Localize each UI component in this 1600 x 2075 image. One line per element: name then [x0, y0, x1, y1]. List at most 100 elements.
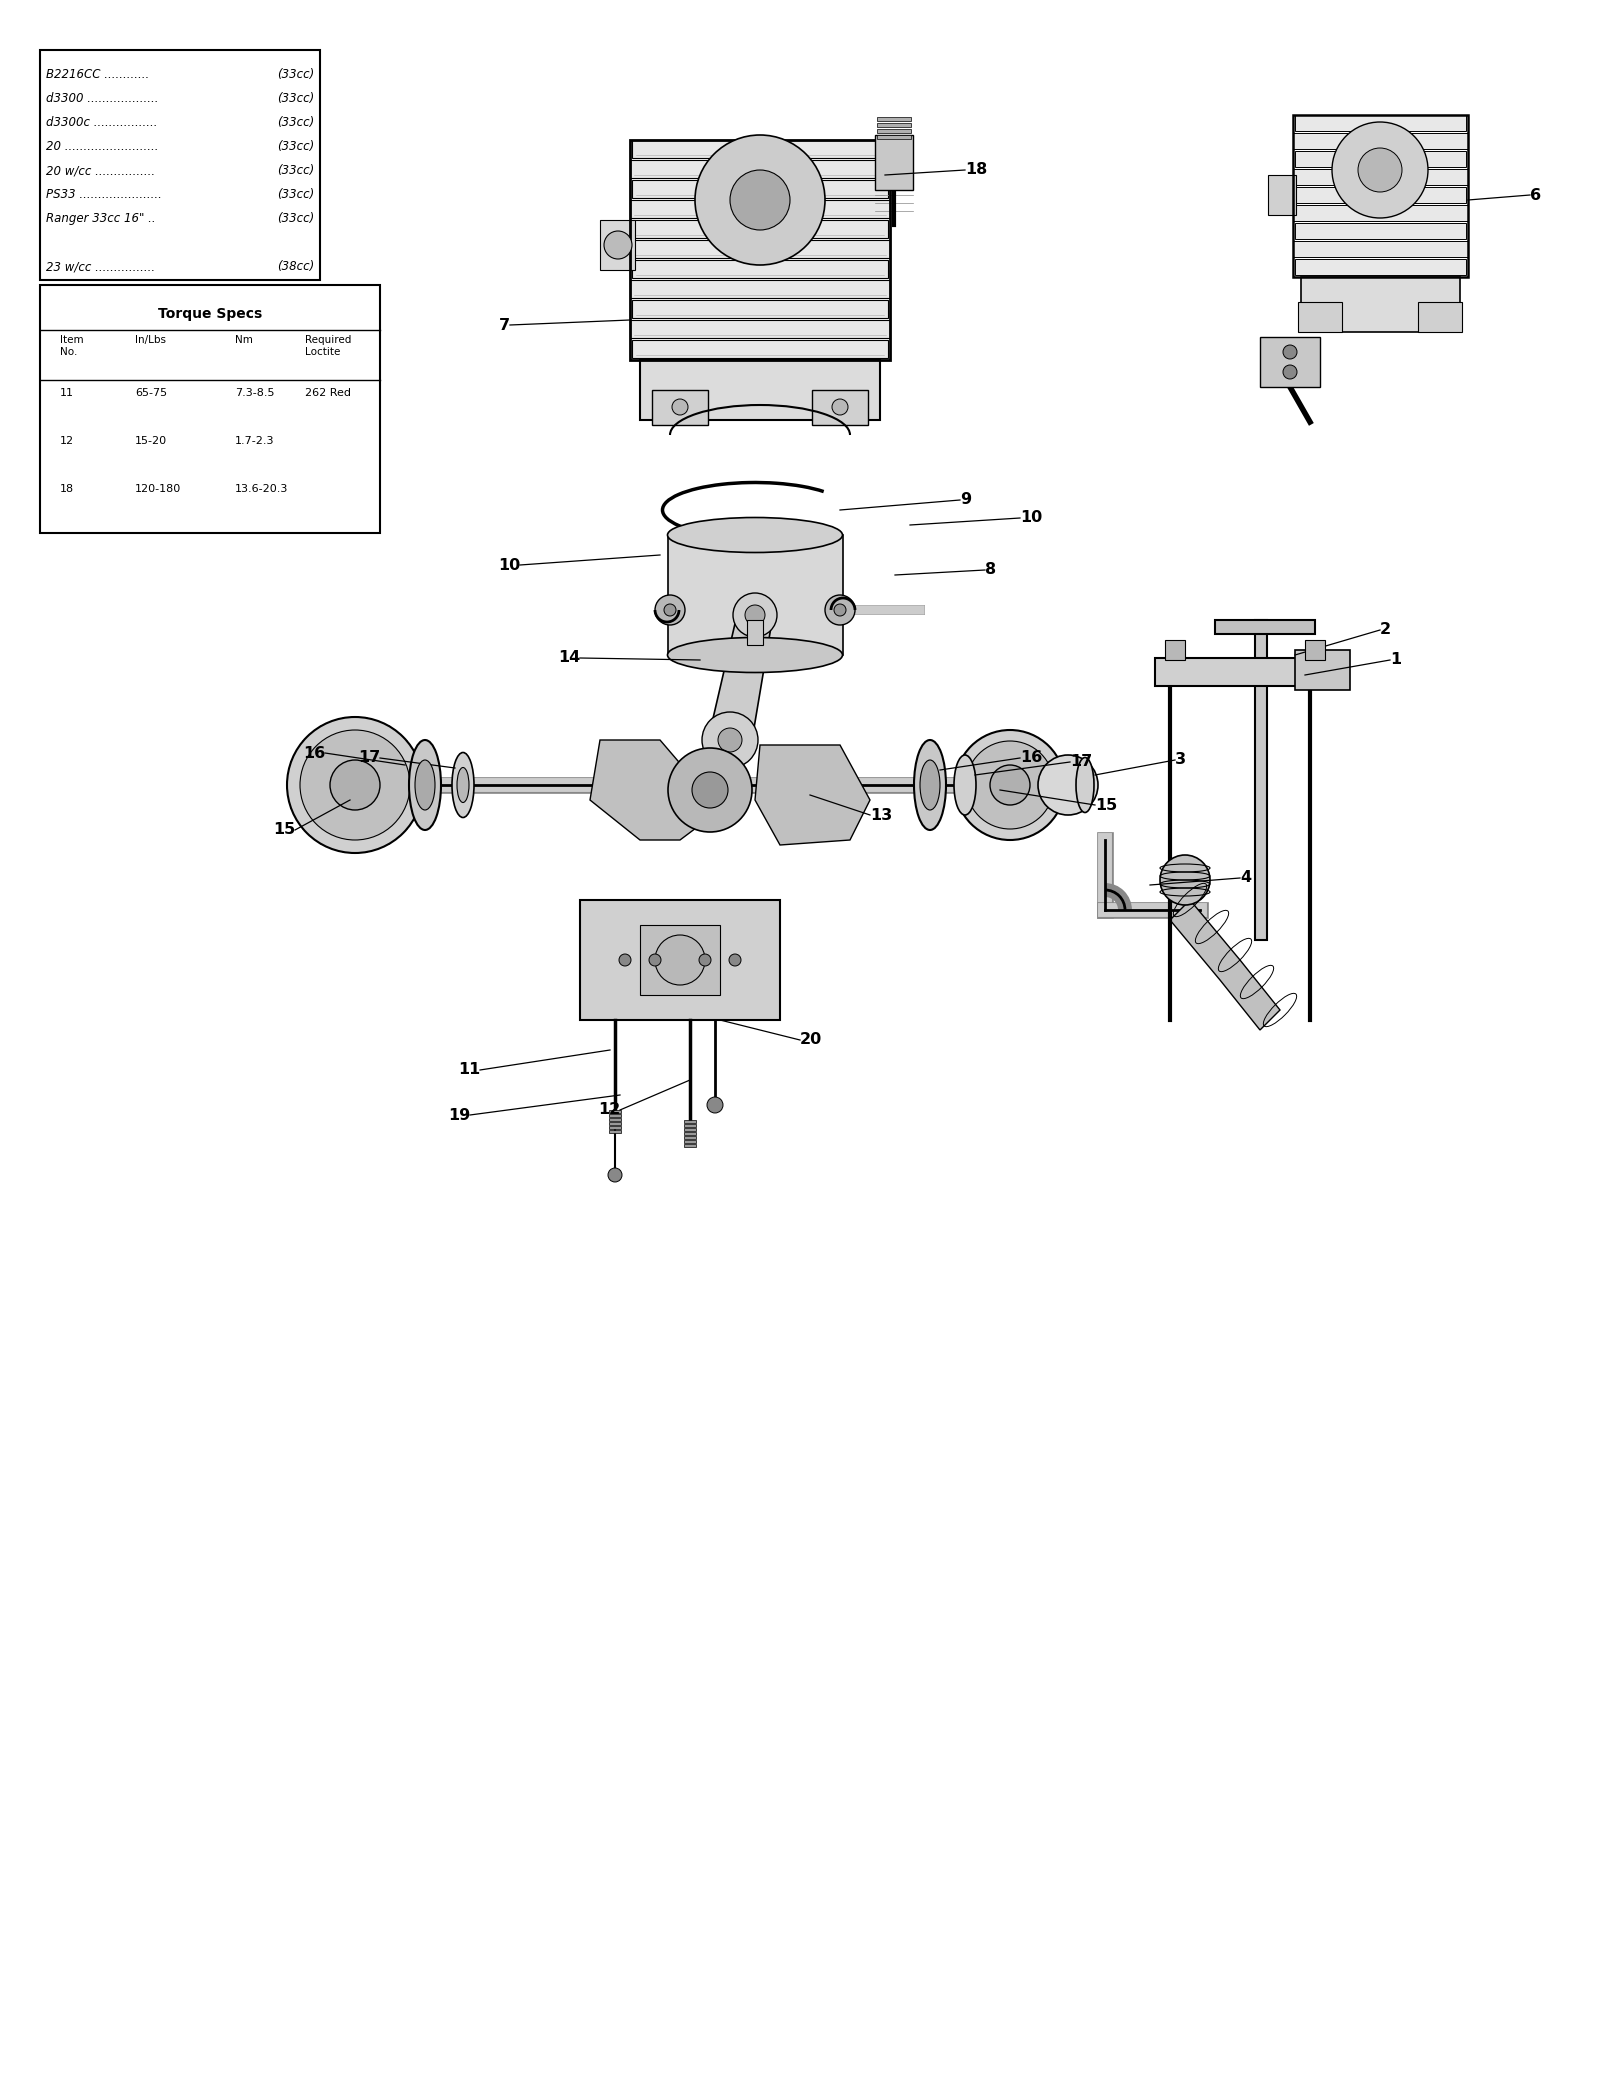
Bar [630, 160, 890, 178]
Circle shape [834, 604, 846, 616]
Bar [1294, 187, 1466, 203]
Text: 2: 2 [1379, 622, 1390, 637]
Bar [1261, 336, 1320, 388]
Circle shape [664, 604, 675, 616]
Bar [1294, 259, 1466, 276]
Bar [1294, 222, 1466, 239]
Text: 10: 10 [498, 558, 520, 573]
Bar [1293, 241, 1467, 257]
Bar [877, 116, 910, 120]
Bar [610, 1110, 621, 1112]
Text: 15: 15 [272, 822, 294, 838]
Text: 65-75: 65-75 [134, 388, 166, 398]
Ellipse shape [920, 759, 941, 809]
Ellipse shape [914, 741, 946, 830]
Circle shape [650, 954, 661, 967]
Text: 3: 3 [1174, 753, 1186, 768]
Text: 15: 15 [1094, 797, 1117, 813]
Circle shape [955, 730, 1066, 840]
Text: Required
Loctite: Required Loctite [306, 334, 352, 357]
Text: 12: 12 [61, 436, 74, 446]
Text: (33cc): (33cc) [277, 164, 314, 176]
Text: (33cc): (33cc) [277, 91, 314, 106]
Text: 16: 16 [302, 745, 325, 762]
Bar [1293, 133, 1467, 149]
Text: (33cc): (33cc) [277, 68, 314, 81]
Text: 13.6-20.3: 13.6-20.3 [235, 483, 288, 494]
Bar [632, 139, 888, 158]
Bar [747, 620, 763, 645]
Text: (33cc): (33cc) [277, 212, 314, 224]
Circle shape [1038, 755, 1098, 815]
Text: 20 .........................: 20 ......................... [46, 139, 158, 154]
Circle shape [730, 954, 741, 967]
Circle shape [990, 766, 1030, 805]
Text: 18: 18 [61, 483, 74, 494]
Circle shape [1160, 855, 1210, 905]
Bar [610, 1127, 621, 1129]
Text: d3300c .................: d3300c ................. [46, 116, 157, 129]
Circle shape [669, 747, 752, 832]
Bar [1214, 620, 1315, 635]
Circle shape [1331, 122, 1429, 218]
Circle shape [746, 606, 765, 625]
Bar [630, 139, 890, 359]
Text: 120-180: 120-180 [134, 483, 181, 494]
Text: 14: 14 [558, 649, 579, 666]
Text: 20: 20 [800, 1033, 822, 1048]
Ellipse shape [410, 741, 442, 830]
Bar [1155, 658, 1325, 687]
Bar [610, 1123, 621, 1125]
Ellipse shape [453, 753, 474, 818]
Bar [1165, 639, 1186, 660]
Text: 13: 13 [870, 807, 893, 822]
Bar [1298, 303, 1342, 332]
Circle shape [605, 230, 632, 259]
Text: 23 w/cc ................: 23 w/cc ................ [46, 259, 155, 274]
Text: 11: 11 [61, 388, 74, 398]
Text: d3300 ...................: d3300 ................... [46, 91, 158, 106]
Bar [610, 1131, 621, 1133]
Bar [630, 241, 890, 257]
Text: 19: 19 [448, 1108, 470, 1123]
Circle shape [699, 954, 710, 967]
Bar [1294, 151, 1466, 166]
Bar [640, 925, 720, 996]
Bar [40, 284, 381, 533]
Circle shape [672, 398, 688, 415]
Text: Nm: Nm [235, 334, 253, 344]
Circle shape [619, 954, 630, 967]
Circle shape [330, 759, 381, 809]
Circle shape [1283, 365, 1298, 380]
Bar [630, 320, 890, 338]
Bar [653, 390, 707, 425]
Text: 9: 9 [960, 492, 971, 508]
Bar [632, 220, 888, 239]
Circle shape [1283, 344, 1298, 359]
Circle shape [301, 730, 410, 840]
Polygon shape [1170, 901, 1280, 1029]
Bar [1294, 649, 1350, 691]
Ellipse shape [1075, 757, 1094, 813]
Ellipse shape [667, 517, 843, 552]
Bar [632, 181, 888, 197]
Circle shape [694, 135, 826, 266]
Text: 1: 1 [1390, 652, 1402, 668]
Text: Torque Specs: Torque Specs [158, 307, 262, 322]
Bar [40, 50, 320, 280]
Bar [579, 901, 781, 1021]
Text: 10: 10 [1021, 510, 1042, 525]
Text: 16: 16 [1021, 751, 1042, 766]
Text: In/Lbs: In/Lbs [134, 334, 166, 344]
Bar [1293, 205, 1467, 222]
Circle shape [654, 596, 685, 625]
Bar [630, 280, 890, 299]
Text: 7: 7 [499, 317, 510, 332]
Text: Ranger 33cc 16" ..: Ranger 33cc 16" .. [46, 212, 155, 224]
Bar [1294, 114, 1466, 131]
Text: (33cc): (33cc) [277, 116, 314, 129]
Text: 17: 17 [1070, 755, 1093, 770]
Bar [610, 1118, 621, 1121]
Text: 4: 4 [1240, 872, 1251, 886]
Text: 11: 11 [458, 1062, 480, 1077]
